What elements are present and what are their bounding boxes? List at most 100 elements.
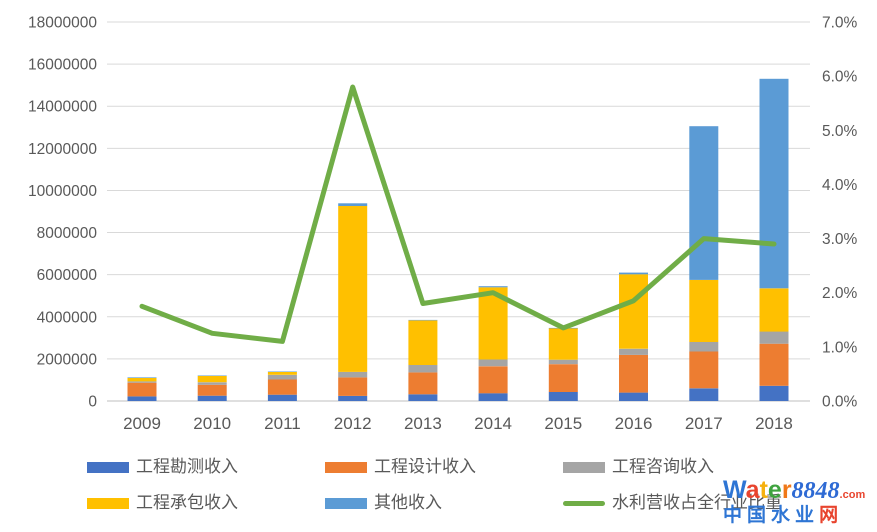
watermark-letter: t bbox=[759, 476, 768, 504]
legend-item: 水利营收占全行业比重 bbox=[563, 493, 782, 513]
x-axis-label: 2009 bbox=[123, 414, 161, 433]
x-axis-label: 2013 bbox=[404, 414, 442, 433]
bar-segment-2018-工程设计收入 bbox=[759, 343, 789, 386]
bar-segment-2013-工程设计收入 bbox=[408, 372, 438, 395]
legend-color-swatch bbox=[325, 497, 367, 509]
bar-segment-2012-工程设计收入 bbox=[338, 377, 368, 396]
bar-segment-2009-工程承包收入 bbox=[127, 378, 157, 382]
bar-segment-2012-工程勘测收入 bbox=[338, 395, 368, 401]
left-axis-tick-label: 8000000 bbox=[37, 225, 98, 242]
right-axis-tick-label: 0.0% bbox=[822, 394, 858, 411]
bar-segment-2013-其他收入 bbox=[408, 319, 438, 321]
x-axis-label: 2016 bbox=[615, 414, 653, 433]
bar-segment-2009-工程设计收入 bbox=[127, 382, 157, 397]
bar-segment-2012-工程承包收入 bbox=[338, 206, 368, 372]
x-axis-label: 2011 bbox=[264, 414, 301, 433]
watermark-brand: Water8848.com bbox=[723, 476, 875, 504]
bar-segment-2016-工程承包收入 bbox=[619, 274, 648, 349]
bar-segment-2016-工程咨询收入 bbox=[619, 348, 648, 355]
left-axis-tick-label: 14000000 bbox=[28, 99, 97, 116]
bar-segment-2013-工程勘测收入 bbox=[408, 394, 438, 401]
right-axis-tick-label: 1.0% bbox=[822, 339, 858, 356]
bar-segment-2010-工程设计收入 bbox=[197, 384, 227, 396]
bar-segment-2015-工程勘测收入 bbox=[548, 391, 578, 401]
watermark-letter: a bbox=[745, 476, 760, 504]
bar-segment-2010-其他收入 bbox=[197, 375, 227, 376]
bar-segment-2009-其他收入 bbox=[127, 377, 157, 378]
bar-segment-2009-工程咨询收入 bbox=[127, 381, 157, 383]
left-axis-tick-label: 4000000 bbox=[37, 309, 98, 326]
bar-segment-2018-工程勘测收入 bbox=[759, 385, 789, 401]
bar-segment-2011-工程勘测收入 bbox=[267, 394, 297, 401]
bar-segment-2018-其他收入 bbox=[759, 78, 789, 289]
bar-segment-2016-其他收入 bbox=[619, 272, 648, 275]
bar-segment-2012-其他收入 bbox=[338, 203, 368, 206]
watermark-subtitle-char: 水 bbox=[771, 505, 796, 526]
legend-label: 工程设计收入 bbox=[374, 457, 476, 476]
legend-item: 工程承包收入 bbox=[87, 493, 238, 513]
legend-color-swatch bbox=[563, 461, 605, 473]
legend-item: 工程勘测收入 bbox=[87, 457, 238, 477]
legend-label: 水利营收占全行业比重 bbox=[612, 493, 782, 512]
x-axis-label: 2017 bbox=[685, 414, 723, 433]
legend-color-swatch bbox=[87, 497, 129, 509]
bar-segment-2012-工程咨询收入 bbox=[338, 371, 368, 378]
bar-segment-2011-工程咨询收入 bbox=[267, 374, 297, 380]
legend-line-swatch bbox=[563, 500, 605, 506]
watermark-subtitle-char: 中 bbox=[723, 505, 748, 526]
watermark-domain-suffix: .com bbox=[839, 489, 866, 501]
bar-segment-2017-其他收入 bbox=[689, 126, 719, 280]
bar-segment-2014-工程设计收入 bbox=[478, 366, 508, 394]
combo-chart-plot: 0 2000000 4000000 6000000 8000000 10000000 120… bbox=[28, 15, 858, 434]
bar-segment-2013-工程承包收入 bbox=[408, 320, 438, 365]
bar-segment-2011-工程承包收入 bbox=[267, 371, 297, 375]
left-axis-tick-label: 10000000 bbox=[28, 183, 97, 200]
bar-segment-2014-工程勘测收入 bbox=[478, 393, 508, 401]
bar-segment-2010-工程勘测收入 bbox=[197, 395, 227, 401]
bar-segment-2016-工程设计收入 bbox=[619, 354, 648, 393]
bar-segment-2015-工程承包收入 bbox=[548, 328, 578, 360]
legend-item: 其他收入 bbox=[325, 493, 442, 513]
watermark-subtitle: 中国水业网 bbox=[723, 506, 875, 525]
legend-label: 其他收入 bbox=[374, 493, 442, 512]
bar-segment-2016-工程勘测收入 bbox=[619, 392, 648, 401]
watermark-brand-letters: Water bbox=[723, 476, 792, 504]
bar-segment-2015-工程咨询收入 bbox=[548, 359, 578, 365]
right-axis-tick-label: 2.0% bbox=[822, 285, 858, 302]
bar-segment-2014-工程咨询收入 bbox=[478, 359, 508, 367]
bar-segment-2010-工程咨询收入 bbox=[197, 382, 227, 385]
x-axis-label: 2015 bbox=[544, 414, 582, 433]
x-axis-label: 2018 bbox=[755, 414, 793, 433]
legend-label: 工程承包收入 bbox=[136, 493, 238, 512]
watermark-letter: r bbox=[781, 476, 792, 504]
legend-label: 工程咨询收入 bbox=[612, 457, 714, 476]
x-axis-label: 2012 bbox=[334, 414, 372, 433]
right-axis-tick-label: 5.0% bbox=[822, 123, 858, 140]
legend-color-swatch bbox=[325, 461, 367, 473]
bar-segment-2011-其他收入 bbox=[267, 371, 297, 372]
x-axis-label: 2014 bbox=[474, 414, 512, 433]
bar-segment-2015-工程设计收入 bbox=[548, 364, 578, 392]
watermark-subtitle-char: 国 bbox=[747, 505, 772, 526]
left-axis-tick-label: 0 bbox=[88, 394, 97, 411]
line-series-水利营收占全行业比重 bbox=[139, 84, 777, 344]
bar-segment-2009-工程勘测收入 bbox=[127, 396, 157, 401]
bar-segment-2017-工程咨询收入 bbox=[689, 342, 719, 352]
left-axis-tick-label: 16000000 bbox=[28, 57, 97, 74]
bar-segment-2017-工程勘测收入 bbox=[689, 388, 719, 401]
legend-item: 工程设计收入 bbox=[325, 457, 476, 477]
left-axis-tick-label: 12000000 bbox=[28, 141, 97, 158]
right-axis-tick-label: 3.0% bbox=[822, 231, 858, 248]
watermark-subtitle-char: 业 bbox=[795, 505, 820, 526]
left-axis-tick-label: 6000000 bbox=[37, 267, 98, 284]
bar-segment-2013-工程咨询收入 bbox=[408, 365, 438, 373]
right-axis-tick-label: 6.0% bbox=[822, 69, 858, 86]
left-axis-tick-label: 18000000 bbox=[28, 15, 97, 32]
bar-segment-2011-工程设计收入 bbox=[267, 379, 297, 395]
left-axis-tick-label: 2000000 bbox=[37, 351, 98, 368]
bar-segment-2014-其他收入 bbox=[478, 286, 508, 288]
bar-segment-2018-工程承包收入 bbox=[759, 288, 789, 332]
right-axis-tick-label: 4.0% bbox=[822, 177, 858, 194]
watermark-logo: Water8848.com 中国水业网 bbox=[723, 476, 875, 526]
